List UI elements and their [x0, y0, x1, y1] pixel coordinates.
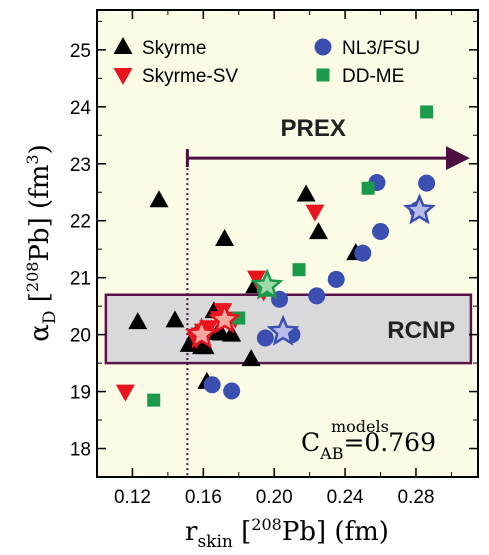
- x-tick-label: 0.28: [397, 487, 434, 508]
- nl3-fsu-point: [354, 244, 372, 262]
- correlation-superscript: models: [331, 417, 389, 436]
- plot-area: RCNP PREX Skyrme Skyrme-SV NL3/FSU DD-ME CAB=0…: [70, 9, 479, 508]
- legend-marker-dd-me: [316, 68, 330, 82]
- skyrme-point: [241, 349, 261, 367]
- y-tick-label: 20: [70, 326, 91, 347]
- legend-marker-skyrme: [113, 37, 133, 54]
- plot-background: [97, 10, 478, 477]
- red-star-marker: [185, 317, 218, 349]
- skyrme-point: [179, 334, 199, 352]
- dd-me-point: [147, 393, 161, 407]
- dd-me-point: [420, 105, 434, 119]
- nl3-fsu-point: [372, 223, 390, 241]
- blue-star-marker: [266, 314, 300, 346]
- y-axis-label: αD [208Pb] (fm3): [23, 144, 60, 341]
- skyrme-point: [165, 310, 185, 328]
- y-tick-label: 21: [70, 269, 91, 290]
- prex-label: PREX: [281, 115, 346, 142]
- nl3-fsu-point: [418, 174, 436, 192]
- correlation-coefficient: CAB=0.769: [301, 428, 436, 463]
- legend-label-nl3-fsu: NL3/FSU: [342, 38, 420, 59]
- y-tick-label: 22: [70, 212, 91, 233]
- x-axis-label: rskin [208Pb] (fm): [185, 515, 389, 552]
- skyrme-point: [149, 190, 169, 208]
- y-tick-label: 25: [70, 41, 91, 62]
- plot-frame: [96, 9, 479, 478]
- nl3-fsu-point: [223, 382, 241, 400]
- x-tick-label: 0.12: [114, 487, 151, 508]
- red-star-marker: [208, 302, 241, 334]
- y-tick-label: 23: [70, 155, 91, 176]
- nl3-fsu-point: [203, 376, 221, 394]
- nl3-fsu-point: [327, 270, 345, 288]
- blue-star-marker: [403, 193, 436, 225]
- legend-label-dd-me: DD-ME: [342, 66, 404, 87]
- skyrme-point: [296, 184, 316, 202]
- skyrme-point: [128, 312, 148, 330]
- x-tick-label: 0.24: [327, 487, 364, 508]
- legend-label-skyrme: Skyrme: [142, 38, 206, 59]
- skyrme-point: [195, 337, 215, 355]
- legend-marker-nl3-fsu: [314, 38, 332, 56]
- x-tick-label: 0.16: [185, 487, 222, 508]
- skyrme-point: [215, 228, 235, 246]
- dd-me-point: [361, 181, 375, 195]
- nl3-fsu-point: [256, 329, 274, 347]
- skyrme-sv-point: [115, 384, 135, 402]
- nl3-fsu-point: [308, 287, 326, 305]
- dd-me-point: [292, 263, 306, 277]
- legend-marker-skyrme-sv: [113, 68, 133, 85]
- green-star-marker: [250, 268, 284, 300]
- skyrme-sv-point: [305, 204, 325, 222]
- rcnp-label: RCNP: [387, 317, 455, 344]
- skyrme-point: [309, 222, 329, 240]
- y-tick-label: 19: [70, 383, 91, 404]
- x-tick-label: 0.20: [256, 487, 293, 508]
- legend-label-skyrme-sv: Skyrme-SV: [142, 66, 238, 87]
- skyrme-point: [222, 324, 242, 342]
- y-tick-label: 24: [70, 98, 92, 119]
- skyrme-sv-point: [246, 270, 266, 288]
- y-tick-label: 18: [70, 440, 91, 461]
